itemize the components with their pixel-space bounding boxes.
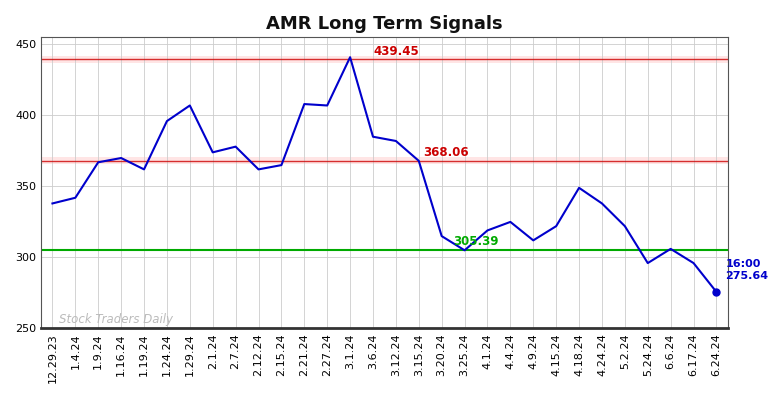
Text: Stock Traders Daily: Stock Traders Daily [60,312,173,326]
Bar [41,157,728,164]
Text: 16:00
275.64: 16:00 275.64 [726,259,769,281]
Text: 439.45: 439.45 [373,45,419,58]
Bar [41,56,728,63]
Text: 305.39: 305.39 [453,234,499,248]
Text: 368.06: 368.06 [423,146,469,159]
Title: AMR Long Term Signals: AMR Long Term Signals [266,15,503,33]
